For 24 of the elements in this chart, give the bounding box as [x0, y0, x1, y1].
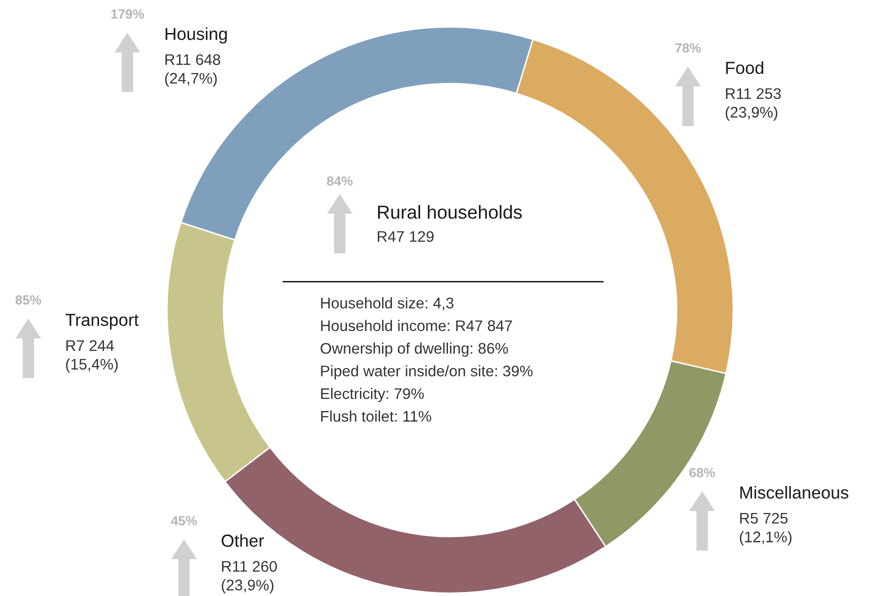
slice-label: Food — [726, 61, 764, 74]
text: Ownership of dwelling: 86% — [320, 342, 508, 357]
text: Flush toilet: 11% — [321, 410, 432, 422]
text: Household income: R47 847 — [321, 320, 512, 332]
text: 45% — [171, 516, 197, 526]
text: Piped water inside/on site: 39% — [321, 365, 533, 380]
text: 85% — [16, 295, 42, 305]
text: R47 129 — [378, 231, 434, 242]
text: 84% — [326, 176, 353, 186]
text: Household size: 4,3 — [321, 297, 454, 310]
text: Rural households — [378, 205, 522, 219]
text: Electricity: 79% — [321, 388, 424, 402]
slice-label: Housing — [166, 27, 227, 44]
data-label: R5 725 (12,1%) — [740, 512, 792, 546]
text: 68% — [689, 468, 715, 478]
data-label: R11 648 (24,7%) — [165, 54, 220, 87]
slice-label: Transport — [66, 314, 139, 330]
slice-label: Miscellaneous — [740, 486, 848, 499]
slice-label: Other — [222, 534, 264, 547]
data-label: R11 260 (23,9%) — [222, 560, 277, 594]
data-label: R11 253 (23,9%) — [726, 88, 781, 121]
text: 179% — [111, 9, 144, 19]
text: 78% — [675, 43, 701, 53]
data-label: R7 244 (15,4%) — [66, 340, 118, 373]
